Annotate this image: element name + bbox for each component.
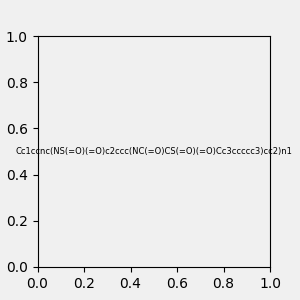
Text: Cc1ccnc(NS(=O)(=O)c2ccc(NC(=O)CS(=O)(=O)Cc3ccccc3)cc2)n1: Cc1ccnc(NS(=O)(=O)c2ccc(NC(=O)CS(=O)(=O)…	[15, 147, 292, 156]
